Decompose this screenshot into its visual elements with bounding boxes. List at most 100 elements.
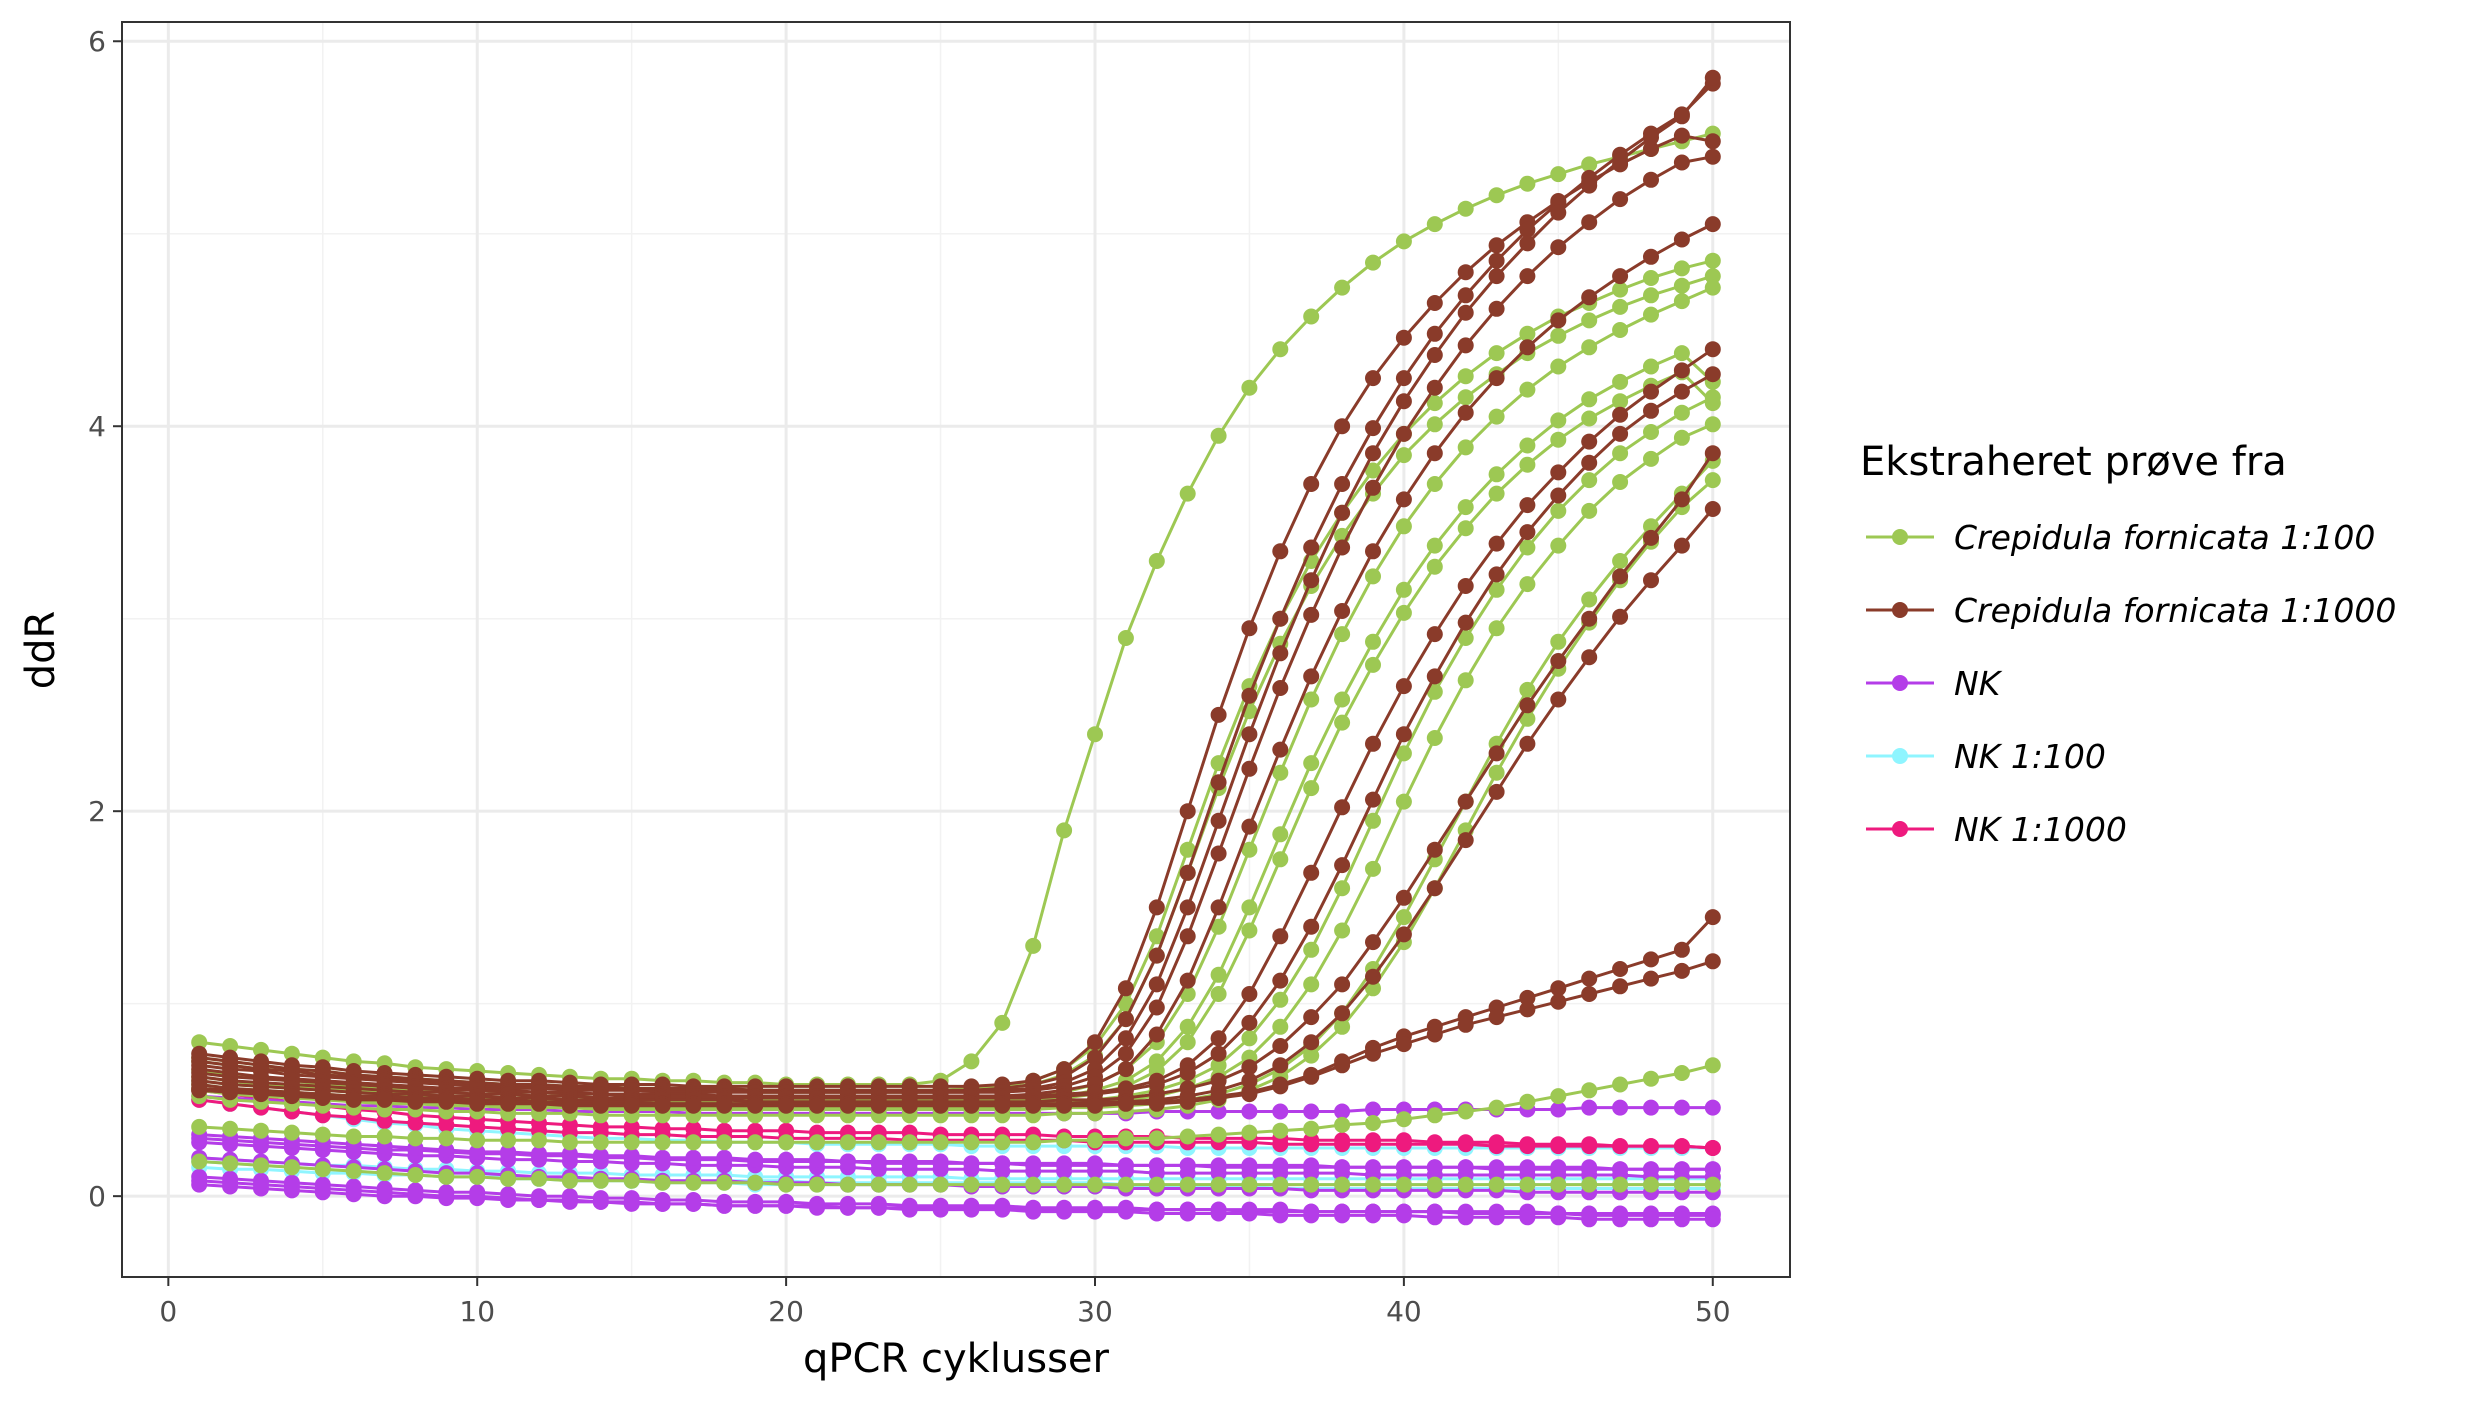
data-point xyxy=(531,1145,547,1162)
data-point xyxy=(1365,980,1381,997)
data-point xyxy=(1426,841,1443,858)
data-point xyxy=(654,1149,671,1166)
data-point xyxy=(1426,1026,1443,1043)
data-point xyxy=(685,1097,702,1114)
data-point xyxy=(1056,1203,1073,1220)
data-point xyxy=(1148,1157,1165,1174)
data-point xyxy=(1704,366,1721,383)
data-point xyxy=(1334,476,1351,492)
data-point xyxy=(1581,1211,1598,1228)
data-point xyxy=(1519,175,1536,192)
data-point xyxy=(1612,961,1629,977)
data-point xyxy=(1550,993,1567,1010)
data-point xyxy=(1488,187,1505,204)
data-point xyxy=(809,1176,825,1193)
data-point xyxy=(1488,581,1505,598)
data-point xyxy=(1334,880,1351,897)
data-point xyxy=(963,1134,980,1151)
y-tick-label: 4 xyxy=(88,410,106,443)
data-point xyxy=(1519,339,1536,356)
data-point xyxy=(778,1097,795,1114)
data-point xyxy=(1117,1061,1134,1078)
data-point xyxy=(1365,420,1381,437)
series-lines xyxy=(191,69,1721,1228)
data-point xyxy=(1704,148,1721,165)
data-point xyxy=(1210,1045,1227,1062)
data-point xyxy=(1117,1095,1134,1112)
data-point xyxy=(1365,1159,1381,1176)
data-point xyxy=(1272,1057,1289,1074)
legend-entry: NK xyxy=(1866,664,2003,703)
data-point xyxy=(1581,1099,1598,1116)
data-point xyxy=(1395,1132,1412,1149)
data-point xyxy=(314,1161,331,1178)
data-point xyxy=(1704,1161,1721,1178)
data-point xyxy=(1365,462,1381,479)
data-point xyxy=(1148,1095,1165,1112)
data-point xyxy=(1272,341,1289,358)
data-point xyxy=(469,1095,486,1112)
data-point xyxy=(222,1155,239,1172)
legend-entry: NK 1:1000 xyxy=(1866,810,2127,849)
data-point xyxy=(1519,1001,1536,1018)
data-point xyxy=(1488,252,1505,269)
legend-entry: NK 1:100 xyxy=(1866,737,2106,776)
data-point xyxy=(1673,962,1690,979)
data-point xyxy=(500,1170,517,1187)
data-point xyxy=(1334,691,1351,708)
data-point xyxy=(1488,620,1505,637)
data-point xyxy=(222,1120,239,1137)
data-point xyxy=(1395,447,1412,464)
data-point xyxy=(1087,1034,1103,1051)
x-tick-label: 10 xyxy=(459,1295,495,1328)
data-point xyxy=(1581,502,1598,519)
legend-label: Crepidula fornicata 1:1000 xyxy=(1954,591,2396,630)
data-point xyxy=(1210,706,1227,723)
data-point xyxy=(1272,851,1289,868)
data-point xyxy=(1365,479,1381,496)
data-point xyxy=(1488,466,1505,483)
data-point xyxy=(438,1168,455,1185)
data-point xyxy=(531,1192,547,1208)
data-point xyxy=(1395,726,1412,743)
data-point xyxy=(1550,487,1567,504)
data-point xyxy=(1426,1107,1443,1124)
data-point xyxy=(1519,697,1536,714)
data-point xyxy=(1550,464,1567,481)
data-point xyxy=(1581,970,1598,987)
data-point xyxy=(932,1097,949,1114)
legend-key-point xyxy=(1892,675,1908,691)
data-point xyxy=(1179,864,1196,881)
data-point xyxy=(1457,389,1474,406)
data-point xyxy=(654,1097,671,1114)
legend: Ekstraheret prøve fra Crepidula fornicat… xyxy=(1860,439,2396,849)
data-point xyxy=(283,1159,300,1176)
data-point xyxy=(1426,683,1443,700)
data-point xyxy=(438,1093,455,1110)
data-point xyxy=(1673,108,1690,125)
data-point xyxy=(1457,1134,1474,1151)
data-point xyxy=(1087,1176,1103,1193)
data-point xyxy=(1272,543,1289,560)
data-point xyxy=(1519,221,1536,238)
data-point xyxy=(809,1151,825,1168)
data-point xyxy=(1612,1076,1629,1093)
data-point xyxy=(1673,1065,1690,1081)
data-point xyxy=(901,1176,918,1193)
data-point xyxy=(1426,416,1443,433)
data-point xyxy=(1673,260,1690,277)
data-point xyxy=(1581,177,1598,194)
x-tick-label: 30 xyxy=(1077,1295,1113,1328)
data-point xyxy=(1612,322,1629,338)
data-point xyxy=(1612,268,1629,285)
data-point xyxy=(1365,370,1381,387)
data-point xyxy=(1673,383,1690,400)
data-point xyxy=(1365,1115,1381,1131)
data-point xyxy=(1581,986,1598,1002)
data-point xyxy=(1519,235,1536,252)
data-point xyxy=(839,1097,856,1114)
data-point xyxy=(1550,653,1567,669)
data-point xyxy=(1643,1176,1659,1193)
data-point xyxy=(747,1122,764,1139)
